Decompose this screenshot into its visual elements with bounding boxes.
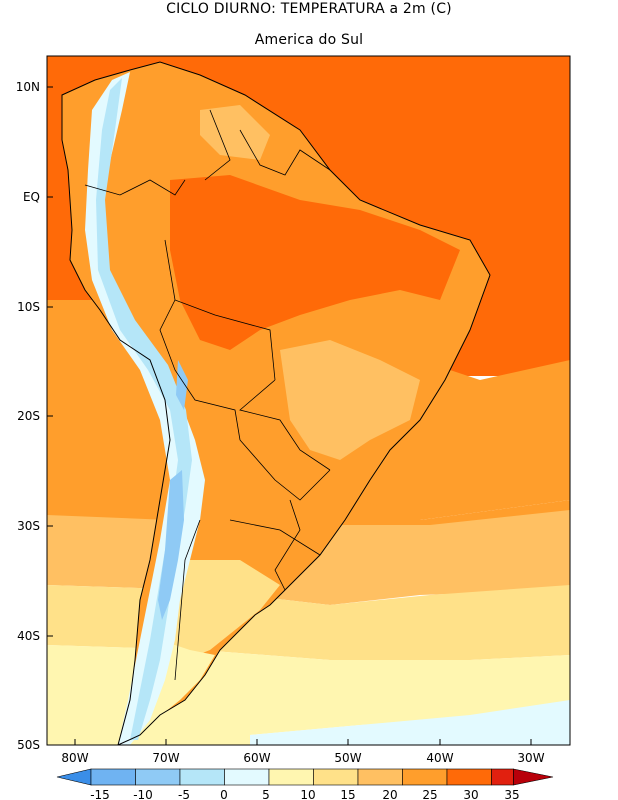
colorbar-label: 10 <box>300 788 315 800</box>
chart-subtitle: America do Sul <box>254 32 364 48</box>
colorbar-label: -15 <box>90 788 110 800</box>
chart-title: CICLO DIURNO: TEMPERATURA a 2m (C) <box>166 1 452 17</box>
amazon-mid-20 <box>200 105 270 160</box>
country-borders <box>84 109 331 681</box>
colorbar-label: 35 <box>504 788 519 800</box>
colorbar-label: 15 <box>340 788 355 800</box>
lon-label-50w: 50W <box>334 751 361 765</box>
colorbar-segment <box>224 768 270 786</box>
colorbar-segment <box>402 768 448 786</box>
colorbar-max-arrow <box>513 768 554 786</box>
andes-cold-5 <box>85 72 205 745</box>
band-cold-5 <box>250 700 570 745</box>
colorbar-segment <box>446 768 492 786</box>
interior-hot-30 <box>170 175 460 350</box>
colorbar-segment <box>491 768 514 786</box>
colorbar-segment <box>135 768 181 786</box>
lon-label-40w: 40W <box>426 751 453 765</box>
lat-label-10s: 10S <box>17 300 40 314</box>
lat-label-40s: 40S <box>17 629 40 643</box>
lat-label-eq: EQ <box>23 190 40 204</box>
lat-label-50s: 50S <box>17 738 40 752</box>
lat-label-20s: 20S <box>17 409 40 423</box>
colorbar-min-arrow <box>56 768 92 786</box>
lat-label-30s: 30S <box>17 519 40 533</box>
colorbar-label: -10 <box>133 788 153 800</box>
colorbar-label: -5 <box>178 788 190 800</box>
colorbar-segment <box>268 768 314 786</box>
colorbar-segment <box>179 768 225 786</box>
lon-label-70w: 70W <box>152 751 179 765</box>
colorbar-segment <box>90 768 136 786</box>
lon-label-80w: 80W <box>61 751 88 765</box>
colorbar-label: 25 <box>422 788 437 800</box>
colorbar-segment <box>313 768 359 786</box>
colorbar-label: 5 <box>262 788 270 800</box>
band-cool-10-edge <box>47 735 250 745</box>
map-frame <box>46 55 571 746</box>
colorbar: -15 -10 -5 0 5 10 15 20 25 30 35 <box>56 768 554 800</box>
andes-cold-m5 <box>158 360 188 620</box>
lon-label-30w: 30W <box>517 751 544 765</box>
temperature-field <box>47 56 570 745</box>
patagonia-mild-15 <box>160 560 280 660</box>
colorbar-label: 30 <box>463 788 478 800</box>
colorbar-segment <box>357 768 403 786</box>
central-mid-20 <box>280 340 420 460</box>
coastline <box>61 61 491 745</box>
lon-label-60w: 60W <box>243 751 270 765</box>
lat-label-10n: 10N <box>16 80 40 94</box>
colorbar-label: 20 <box>382 788 397 800</box>
axis-ticks <box>47 86 532 745</box>
colorbar-label: 0 <box>220 788 228 800</box>
